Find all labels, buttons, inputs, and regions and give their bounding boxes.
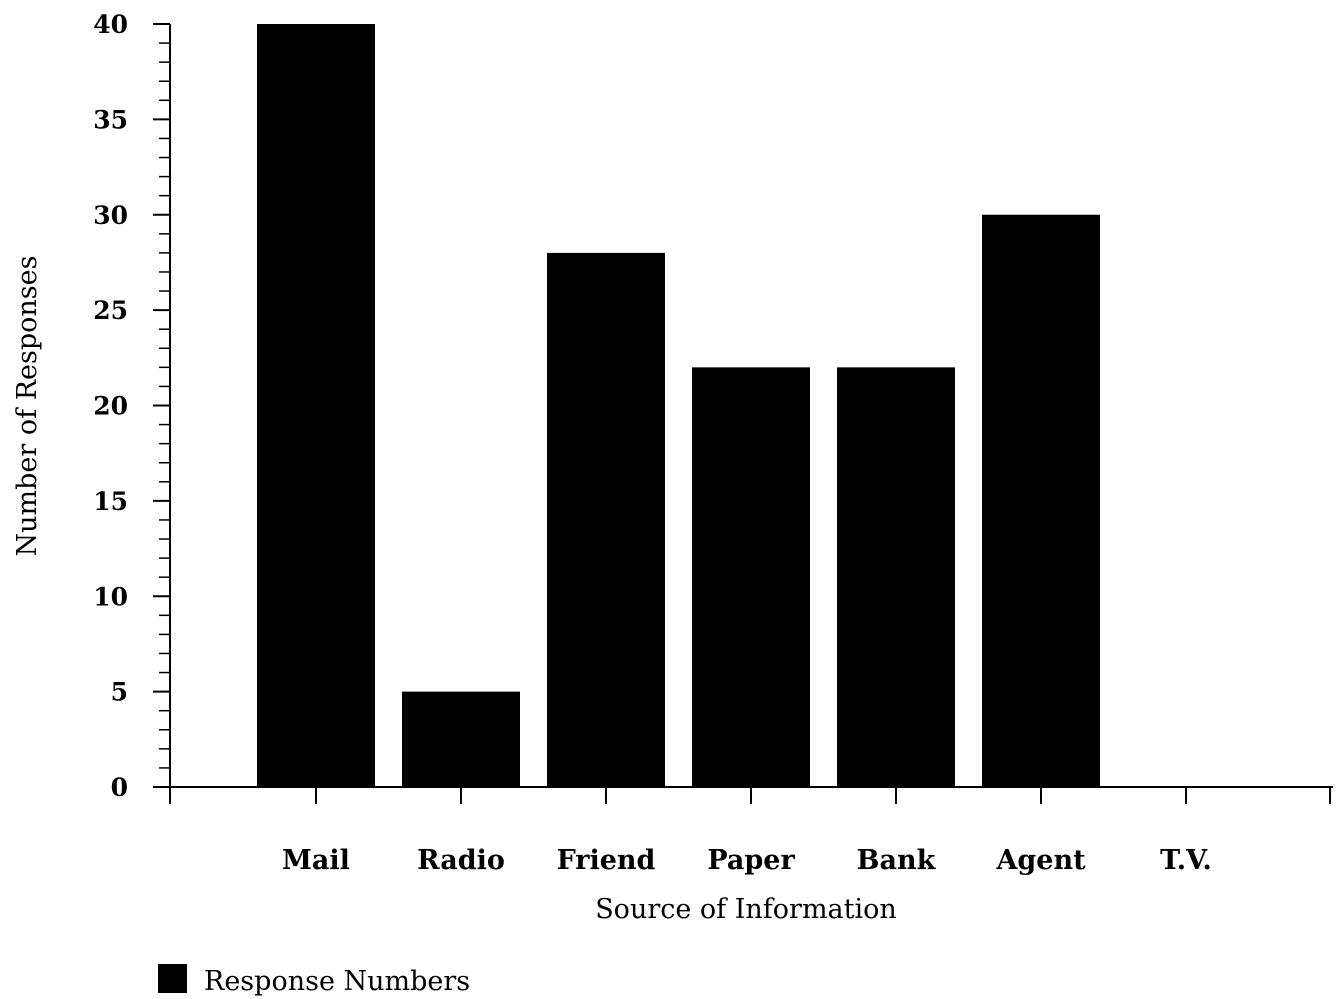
y-axis-title: Number of Responses — [12, 256, 43, 557]
bar-friend — [547, 252, 665, 787]
bar-paper — [692, 367, 810, 787]
y-tick-label: 40 — [93, 10, 128, 39]
bar-mail — [257, 24, 375, 787]
legend: Response Numbers — [158, 964, 470, 997]
y-tick-label: 30 — [93, 201, 128, 230]
y-tick-label: 0 — [111, 773, 128, 802]
x-category-label: Agent — [995, 845, 1086, 876]
y-tick-label: 35 — [93, 105, 128, 134]
y-tick-label: 10 — [93, 582, 128, 611]
y-tick-label: 20 — [93, 392, 128, 421]
x-category-label: Paper — [707, 845, 795, 876]
legend-label: Response Numbers — [204, 966, 470, 997]
x-axis-category-labels: Mail Radio Friend Paper Bank Agent T.V. — [282, 845, 1212, 876]
x-category-label: Mail — [282, 845, 350, 876]
x-axis-ticks — [169, 787, 1331, 804]
x-axis-title: Source of Information — [595, 894, 897, 925]
y-axis-tick-labels: 0 5 10 15 20 25 30 35 40 — [93, 10, 128, 802]
legend-swatch — [158, 964, 187, 993]
bar-agent — [982, 214, 1100, 787]
x-category-label: Radio — [417, 845, 505, 876]
x-category-label: T.V. — [1160, 845, 1212, 876]
x-category-label: Bank — [857, 845, 937, 876]
bars — [257, 24, 1100, 787]
bar-radio — [402, 691, 520, 787]
y-tick-label: 25 — [93, 296, 128, 325]
y-tick-label: 5 — [111, 678, 128, 707]
x-category-label: Friend — [557, 845, 656, 876]
bar-bank — [837, 367, 955, 787]
y-tick-label: 15 — [93, 487, 128, 516]
y-axis-minor-ticks — [159, 42, 170, 769]
